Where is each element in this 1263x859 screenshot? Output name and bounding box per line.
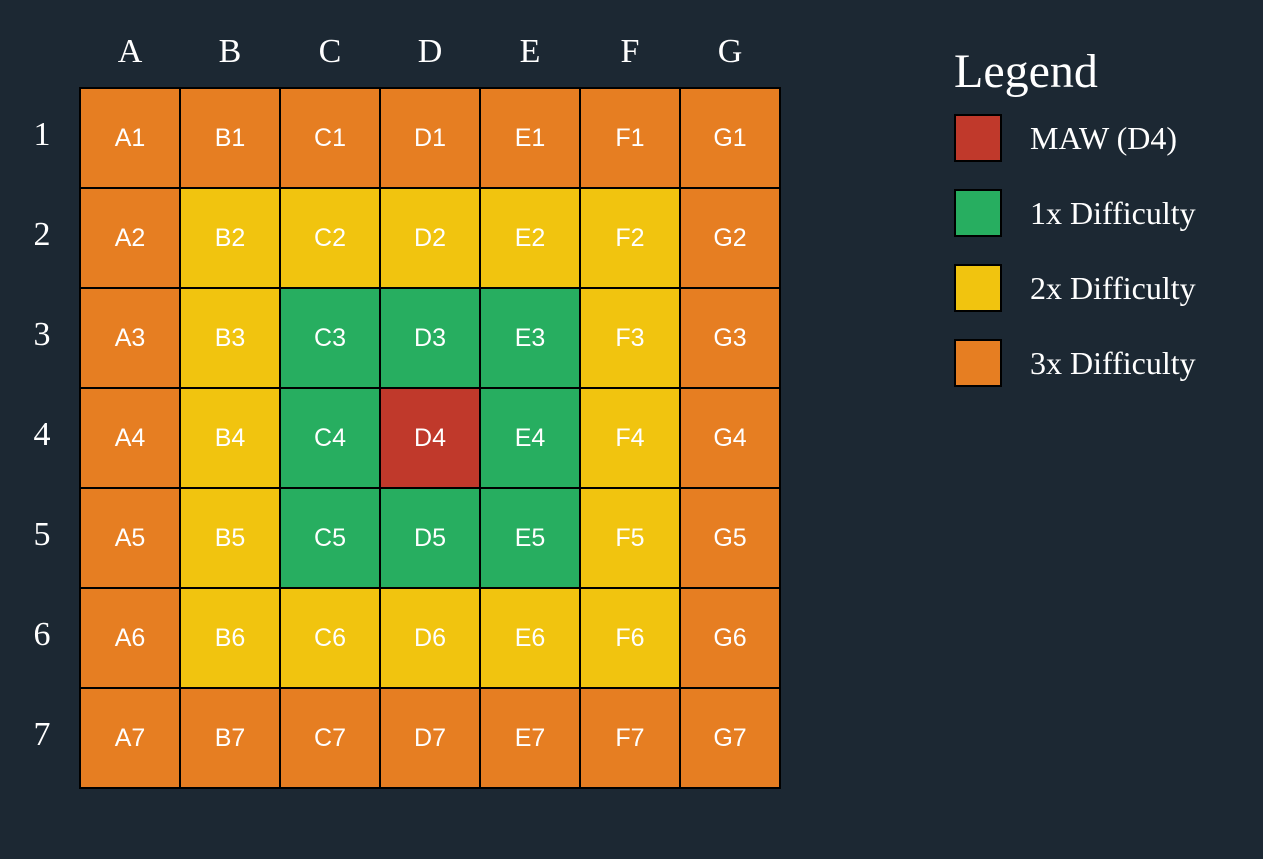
column-header-c: C <box>318 33 342 70</box>
legend: Legend MAW (D4) 1x Difficulty 2x Difficult… <box>954 44 1196 412</box>
grid-cell-f3: F3 <box>581 289 679 387</box>
grid-cell-d6: D6 <box>381 589 479 687</box>
grid-cell-a4: A4 <box>81 389 179 487</box>
grid-cell-e1: E1 <box>481 89 579 187</box>
legend-label-maw: MAW (D4) <box>1030 119 1178 156</box>
row-header-5: 5 <box>33 516 51 553</box>
legend-swatch-maw <box>954 114 1002 162</box>
row-headers: 1 2 3 4 5 6 7 <box>14 87 70 787</box>
legend-item-maw: MAW (D4) <box>954 112 1196 164</box>
difficulty-grid: A1 B1 C1 D1 E1 F1 G1 A2 B2 C2 D2 E2 F2 G2 A3 B3 C3 D3 E3 F3… <box>79 87 781 789</box>
legend-swatch-3x <box>954 339 1002 387</box>
grid-cell-e5: E5 <box>481 489 579 587</box>
column-header-a: A <box>117 33 143 70</box>
grid-cell-c2: C2 <box>281 189 379 287</box>
column-header-e: E <box>519 33 541 70</box>
grid-cell-b5: B5 <box>181 489 279 587</box>
grid-cell-a5: A5 <box>81 489 179 587</box>
grid-cell-f5: F5 <box>581 489 679 587</box>
legend-item-3x: 3x Difficulty <box>954 337 1196 389</box>
row-header-6: 6 <box>33 616 51 653</box>
grid-cell-c6: C6 <box>281 589 379 687</box>
row-header-3: 3 <box>33 316 51 353</box>
grid-cell-g7: G7 <box>681 689 779 787</box>
column-headers: A B C D E F G <box>80 28 780 76</box>
row-header-7: 7 <box>33 716 51 753</box>
grid-cell-f2: F2 <box>581 189 679 287</box>
grid-cell-g2: G2 <box>681 189 779 287</box>
grid-cell-a6: A6 <box>81 589 179 687</box>
grid-cell-g5: G5 <box>681 489 779 587</box>
grid-cell-e2: E2 <box>481 189 579 287</box>
grid-cell-c3: C3 <box>281 289 379 387</box>
grid-cell-b4: B4 <box>181 389 279 487</box>
grid-cell-a1: A1 <box>81 89 179 187</box>
legend-title: Legend <box>954 45 1098 98</box>
grid-cell-a3: A3 <box>81 289 179 387</box>
grid-cell-e4: E4 <box>481 389 579 487</box>
grid-cell-c7: C7 <box>281 689 379 787</box>
legend-swatch-2x <box>954 264 1002 312</box>
grid-cell-e6: E6 <box>481 589 579 687</box>
grid-cell-d4: D4 <box>381 389 479 487</box>
grid-cell-c4: C4 <box>281 389 379 487</box>
grid-cell-b6: B6 <box>181 589 279 687</box>
row-header-2: 2 <box>33 216 51 253</box>
legend-item-2x: 2x Difficulty <box>954 262 1196 314</box>
legend-label-1x: 1x Difficulty <box>1030 194 1196 231</box>
grid-cell-f1: F1 <box>581 89 679 187</box>
grid-cell-f7: F7 <box>581 689 679 787</box>
grid-cell-g6: G6 <box>681 589 779 687</box>
grid-cell-d3: D3 <box>381 289 479 387</box>
column-header-d: D <box>417 33 443 70</box>
legend-items: MAW (D4) 1x Difficulty 2x Difficulty 3x Dif… <box>954 112 1196 389</box>
column-header-f: F <box>620 33 640 70</box>
grid-cell-f4: F4 <box>581 389 679 487</box>
grid-cell-a7: A7 <box>81 689 179 787</box>
legend-item-1x: 1x Difficulty <box>954 187 1196 239</box>
grid-cell-g4: G4 <box>681 389 779 487</box>
grid-cell-e7: E7 <box>481 689 579 787</box>
grid-cell-f6: F6 <box>581 589 679 687</box>
grid-cell-d1: D1 <box>381 89 479 187</box>
grid-cell-g3: G3 <box>681 289 779 387</box>
grid-cell-d2: D2 <box>381 189 479 287</box>
column-header-b: B <box>218 33 242 70</box>
grid-cell-a2: A2 <box>81 189 179 287</box>
grid-cell-e3: E3 <box>481 289 579 387</box>
row-header-4: 4 <box>33 416 51 453</box>
grid-cell-d7: D7 <box>381 689 479 787</box>
grid-cell-c5: C5 <box>281 489 379 587</box>
row-header-1: 1 <box>33 116 51 153</box>
column-header-g: G <box>717 33 743 70</box>
grid-cell-b7: B7 <box>181 689 279 787</box>
grid-cell-g1: G1 <box>681 89 779 187</box>
grid-cell-b1: B1 <box>181 89 279 187</box>
legend-label-3x: 3x Difficulty <box>1030 344 1196 381</box>
legend-label-2x: 2x Difficulty <box>1030 269 1196 306</box>
grid-cell-c1: C1 <box>281 89 379 187</box>
legend-swatch-1x <box>954 189 1002 237</box>
grid-cell-d5: D5 <box>381 489 479 587</box>
grid-cell-b3: B3 <box>181 289 279 387</box>
grid-cell-b2: B2 <box>181 189 279 287</box>
